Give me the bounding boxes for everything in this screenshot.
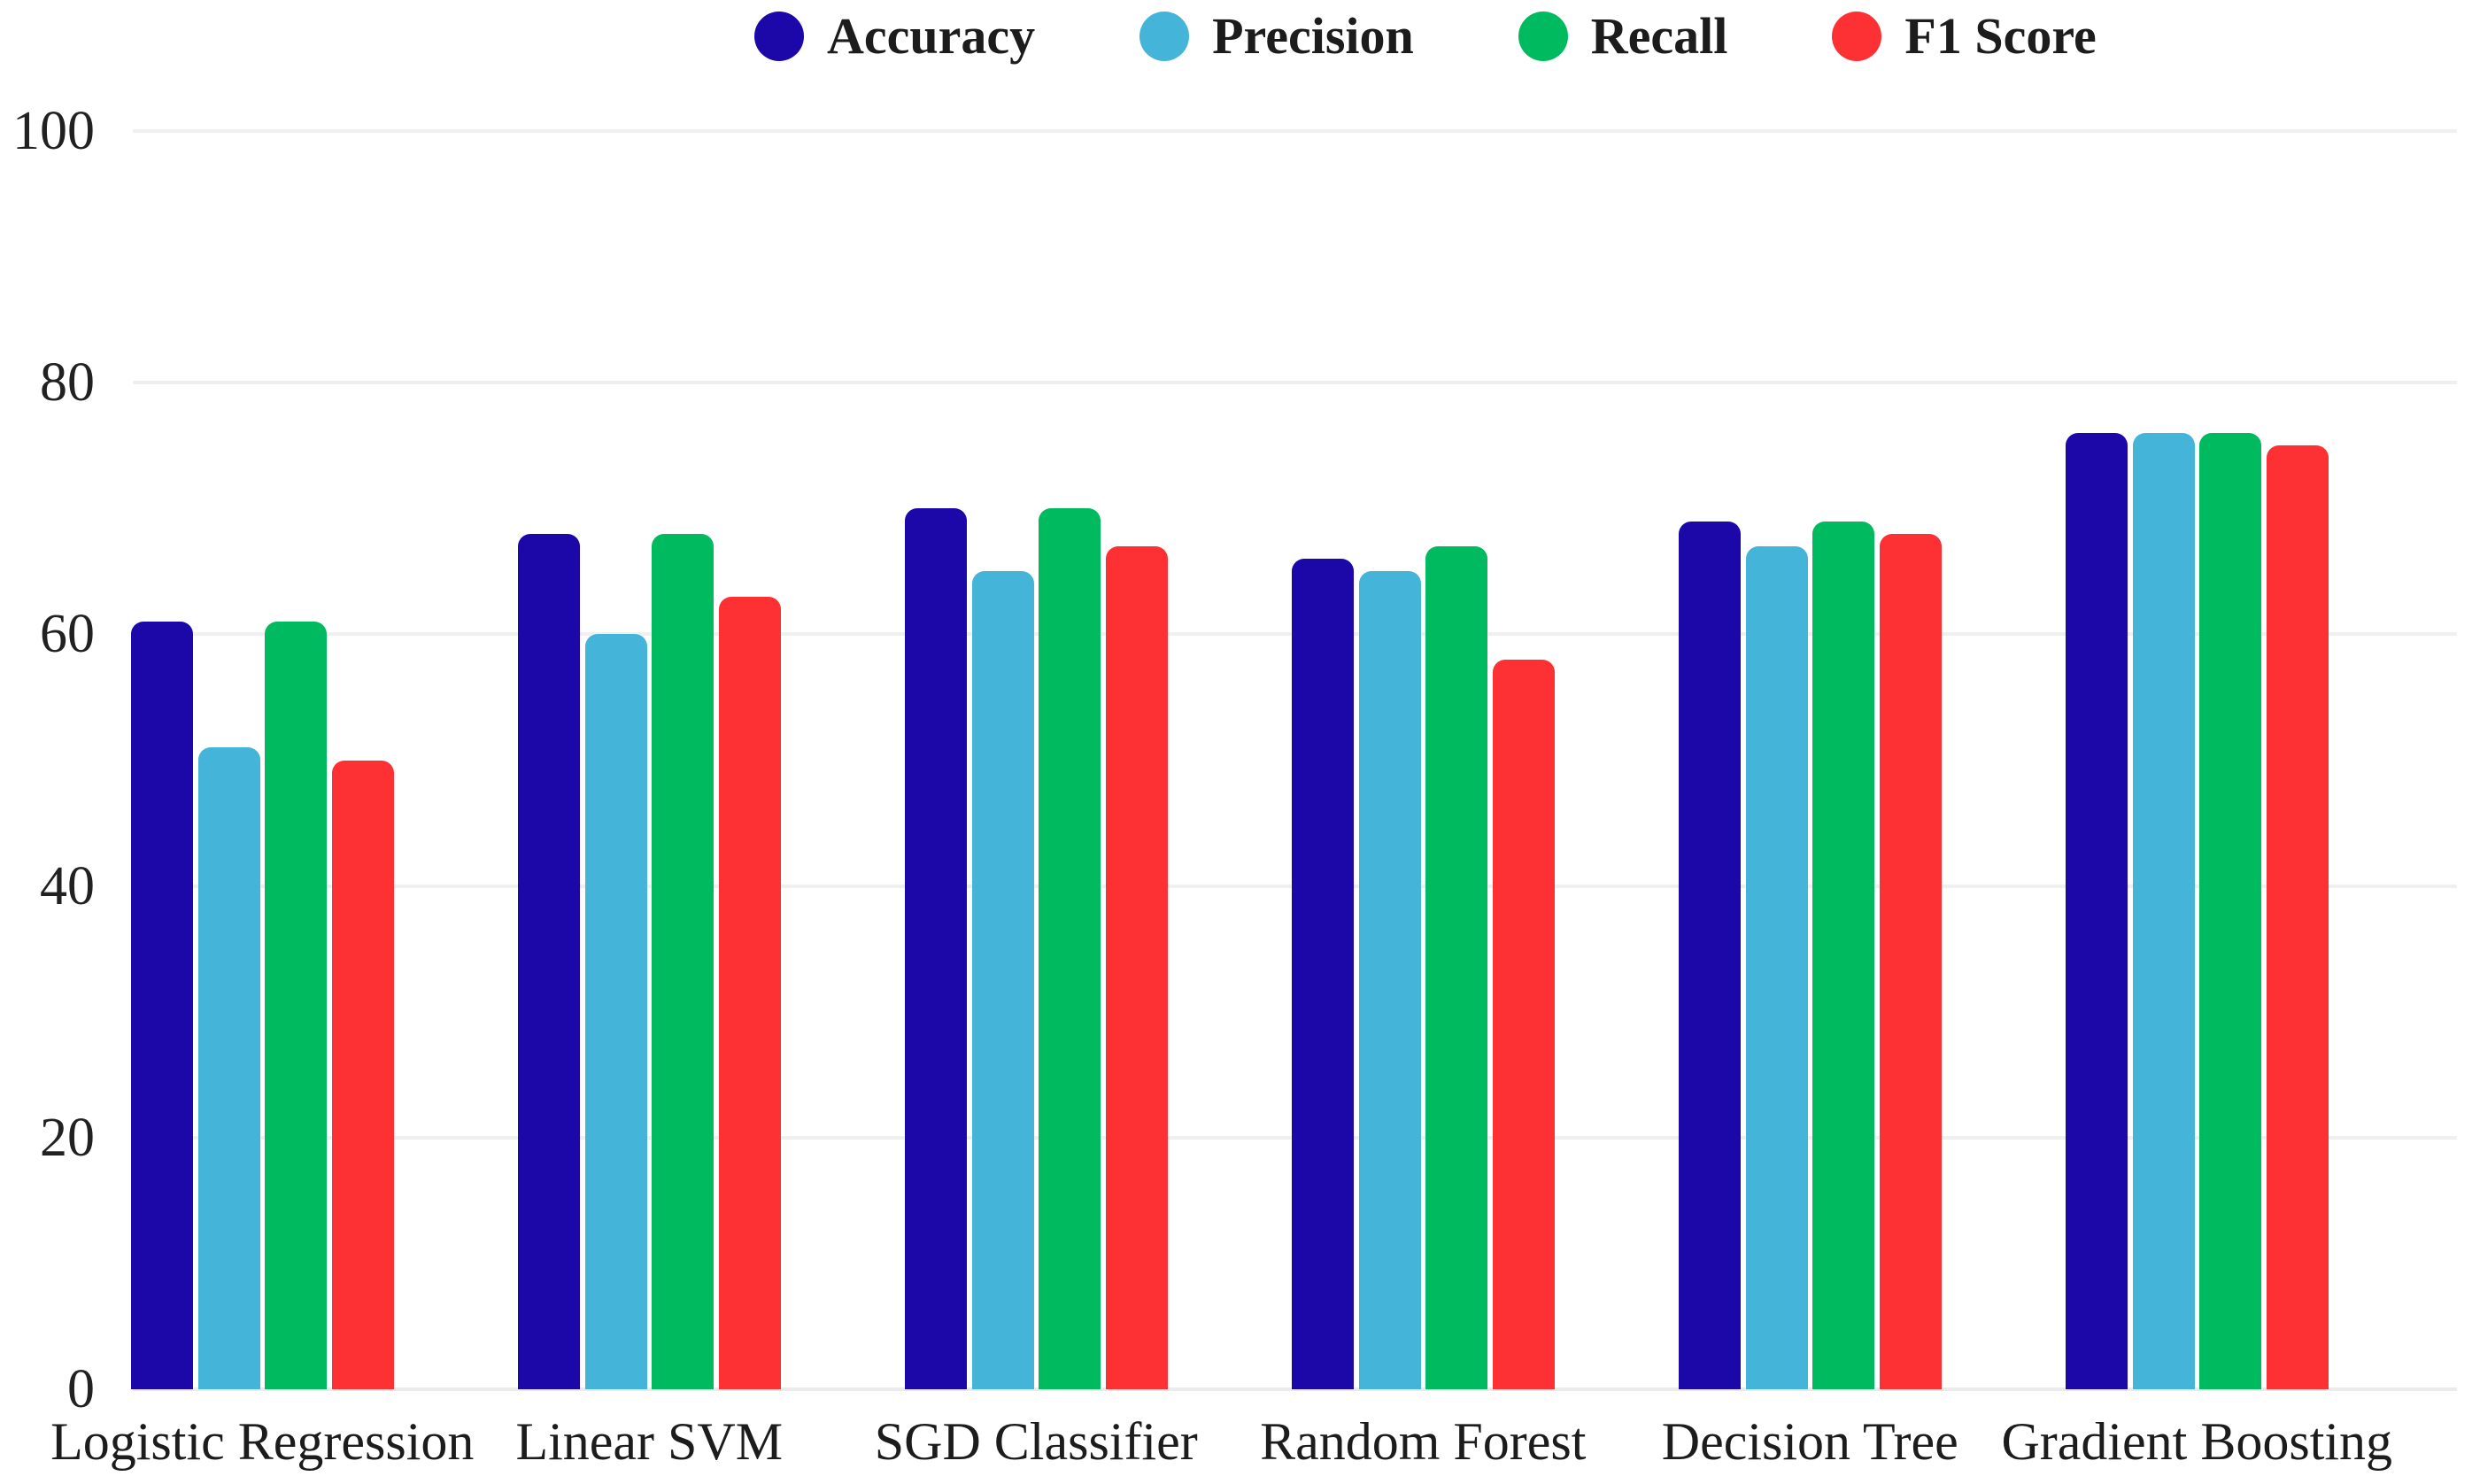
bar-decision-tree-recall: [1812, 521, 1874, 1389]
bar-decision-tree-accuracy: [1679, 521, 1741, 1389]
x-axis-tick-label: Decision Tree: [1661, 1412, 1958, 1471]
bar-sgd-classifier-recall: [1039, 508, 1101, 1389]
y-axis-tick-label: 40: [40, 855, 95, 916]
bar-sgd-classifier-accuracy: [905, 508, 967, 1389]
legend-label: F1 Score: [1904, 7, 2097, 65]
legend-item-f1-score: F1 Score: [1832, 7, 2097, 65]
legend-label: Recall: [1590, 7, 1728, 65]
x-axis-tick-label: Gradient Boosting: [2001, 1412, 2393, 1471]
bar-decision-tree-f1-score: [1879, 533, 1942, 1389]
bar-random-forest-f1-score: [1492, 659, 1555, 1389]
legend-marker-icon: [754, 12, 804, 61]
x-axis-tick-label: SGD Classifier: [874, 1412, 1198, 1471]
y-axis-tick-label: 80: [40, 352, 95, 414]
bar-logistic-regression-recall: [265, 622, 327, 1389]
y-axis-tick-label: 60: [40, 604, 95, 665]
legend-marker-icon: [1832, 12, 1882, 61]
x-axis-tick-label: Linear SVM: [515, 1412, 784, 1471]
bar-sgd-classifier-precision: [971, 571, 1034, 1389]
bar-random-forest-recall: [1425, 545, 1487, 1389]
legend-item-accuracy: Accuracy: [754, 11, 1035, 62]
bar-linear-svm-accuracy: [518, 533, 580, 1389]
bar-gradient-boosting-precision: [2132, 433, 2195, 1389]
bar-sgd-classifier-f1-score: [1105, 545, 1168, 1389]
bar-logistic-regression-accuracy: [131, 622, 193, 1389]
chart-legend: Accuracy Precision Recall F1 Score: [754, 11, 2097, 62]
bar-decision-tree-precision: [1745, 545, 1808, 1389]
bar-gradient-boosting-f1-score: [2266, 445, 2329, 1389]
bar-logistic-regression-precision: [197, 747, 260, 1389]
legend-marker-icon: [1139, 12, 1190, 61]
bar-gradient-boosting-recall: [2199, 433, 2261, 1389]
bar-gradient-boosting-accuracy: [2066, 433, 2128, 1389]
legend-marker-icon: [1518, 12, 1568, 61]
legend-label: Precision: [1212, 7, 1414, 65]
y-axis-tick-label: 100: [12, 101, 95, 161]
x-axis-tick-label: Logistic Regression: [50, 1412, 475, 1471]
gridline-y-80: [133, 381, 2457, 385]
bar-linear-svm-recall: [652, 533, 714, 1389]
legend-item-recall: Recall: [1518, 7, 1728, 65]
x-axis-tick-label: Random Forest: [1260, 1412, 1587, 1471]
legend-label: Accuracy: [827, 7, 1036, 65]
bar-logistic-regression-f1-score: [331, 760, 394, 1389]
y-axis-tick-label: 20: [40, 1107, 95, 1168]
gridline-y-0: [133, 1387, 2457, 1391]
bar-random-forest-accuracy: [1292, 559, 1354, 1389]
bar-linear-svm-f1-score: [718, 596, 781, 1389]
legend-item-precision: Precision: [1139, 11, 1414, 62]
bar-random-forest-precision: [1358, 571, 1421, 1389]
gridline-y-100: [133, 129, 2457, 133]
y-axis-tick-label: 0: [67, 1359, 95, 1419]
bar-linear-svm-precision: [584, 634, 647, 1389]
